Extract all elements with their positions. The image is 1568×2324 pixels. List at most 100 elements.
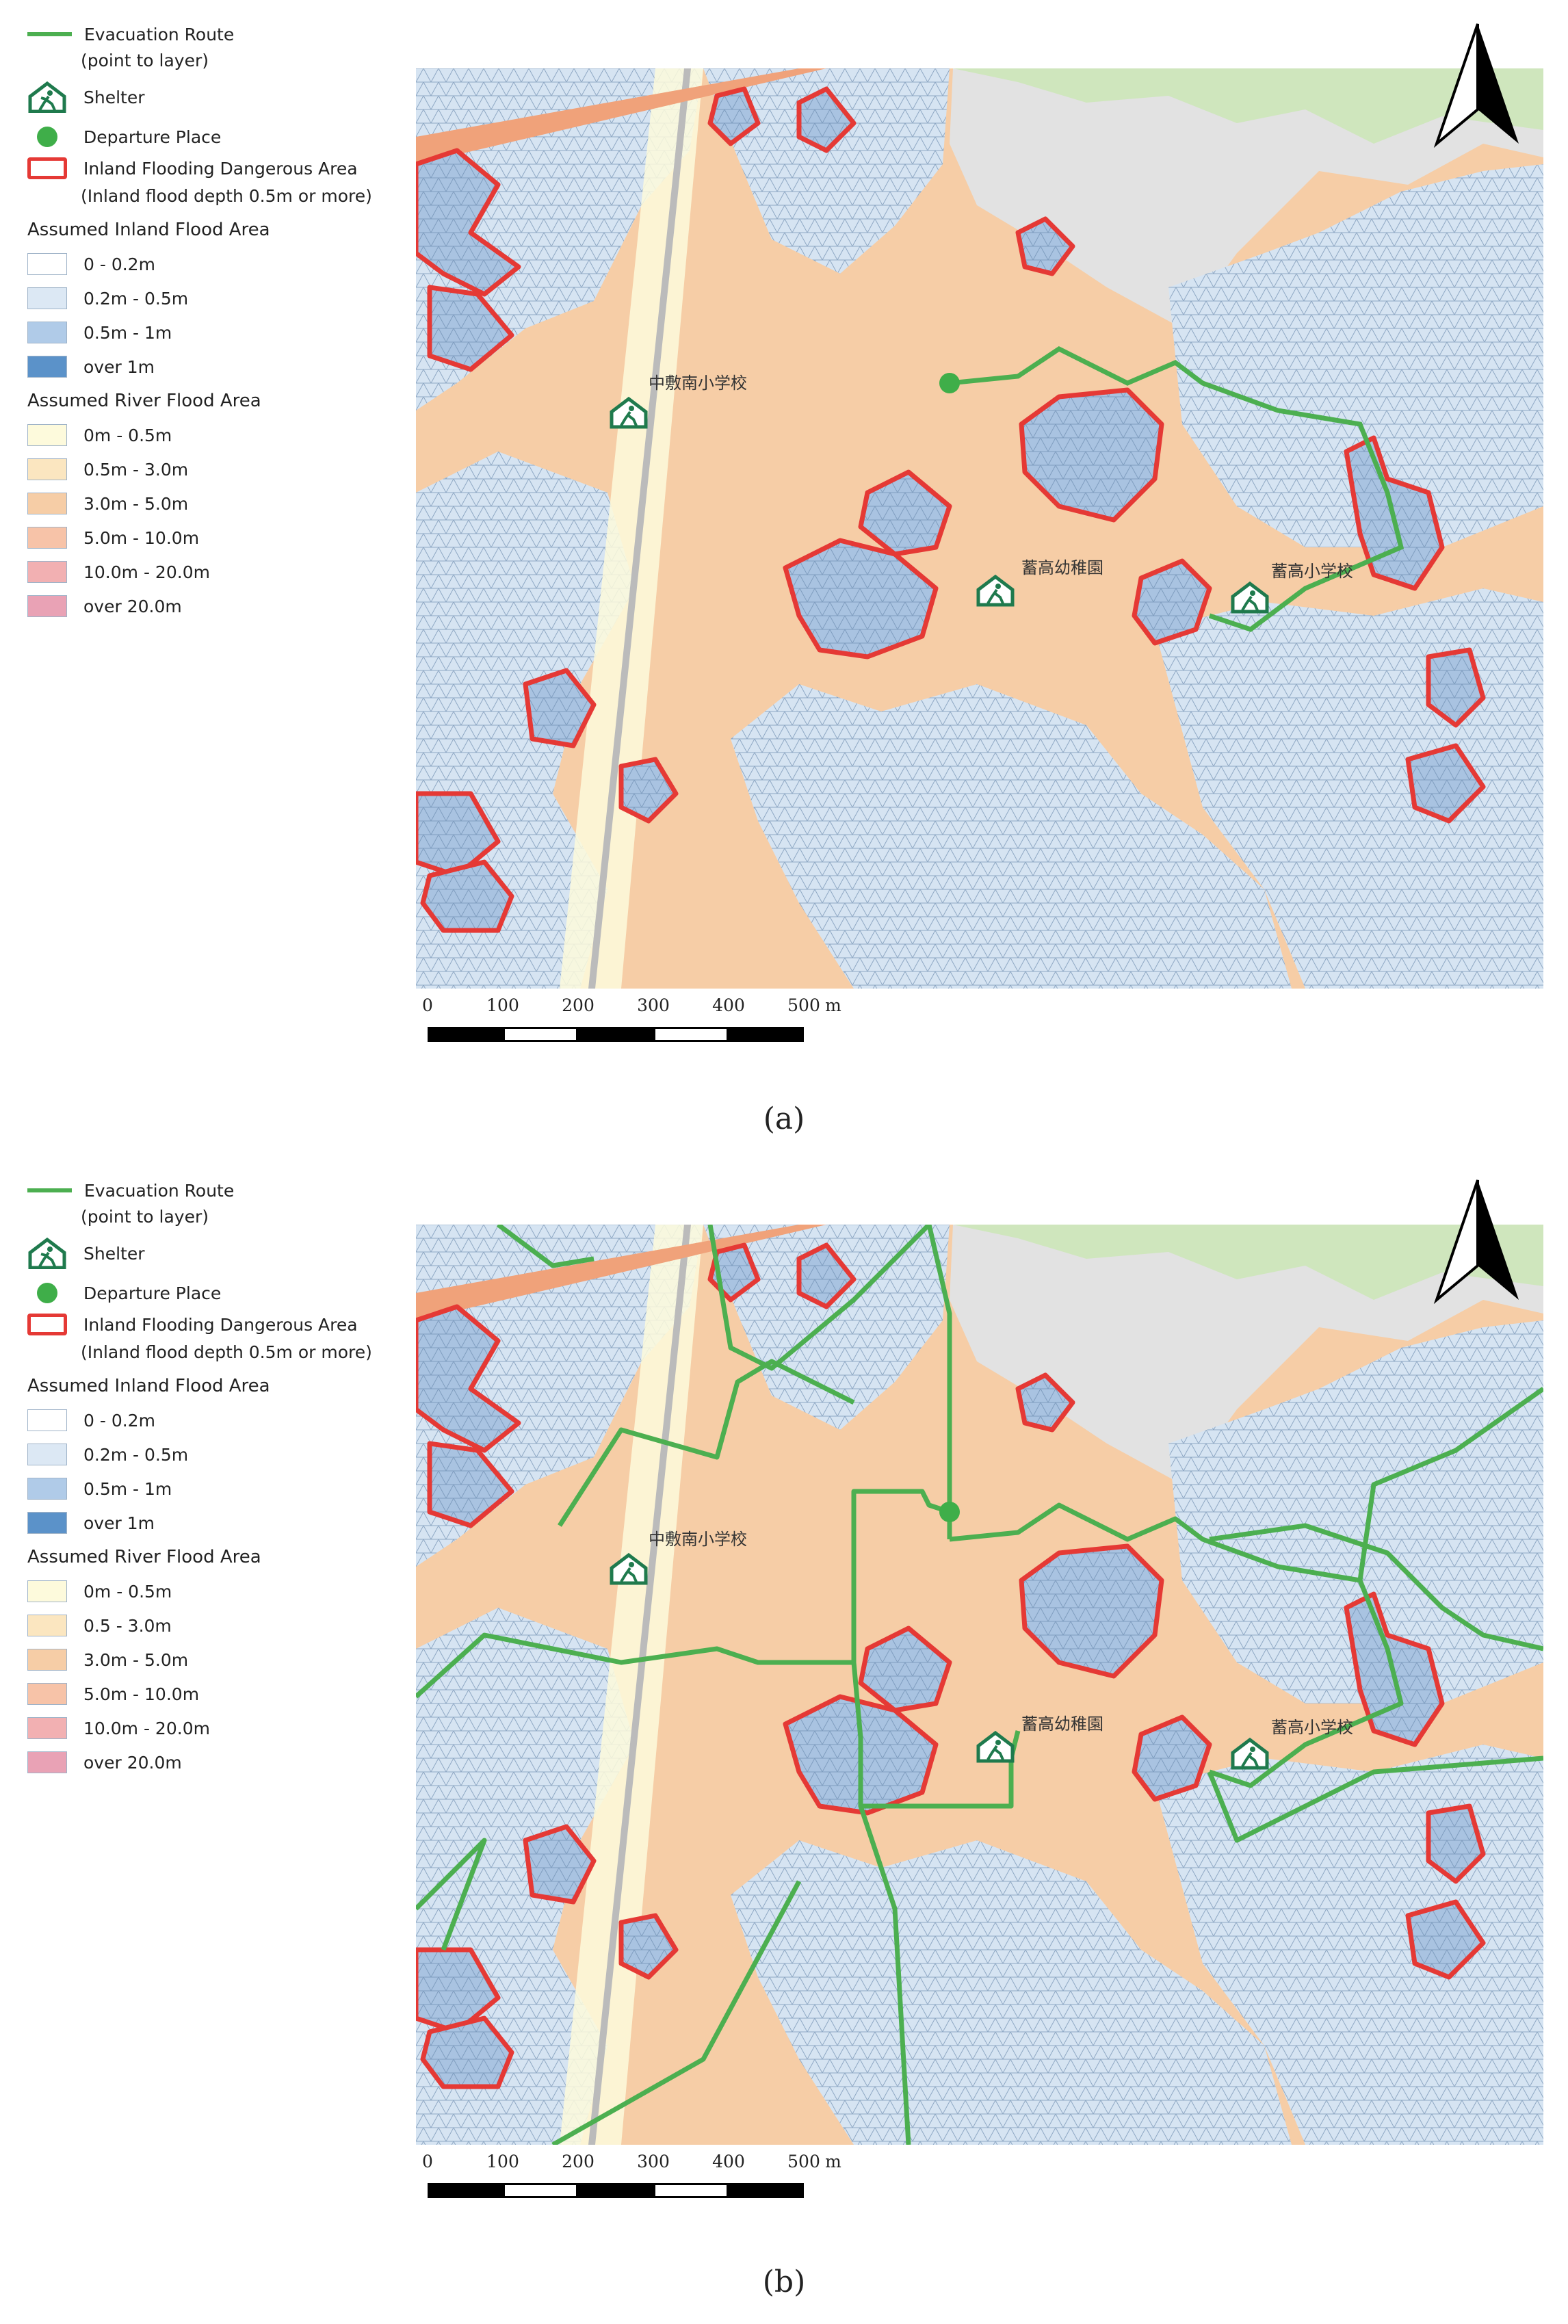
inland-mesh: [731, 684, 1292, 989]
scale-segment: [729, 1027, 804, 1042]
evacuation-routes: [416, 1225, 1543, 2145]
river-swatch-0: [27, 1580, 67, 1602]
legend-inland-header: Assumed Inland Flood Area: [27, 1376, 270, 1396]
scale-bar: 0 100 200 300 400 500 m: [410, 2152, 889, 2234]
river-label-4: 10.0m - 20.0m: [83, 562, 210, 582]
scale-segment: [428, 1027, 503, 1042]
river-swatch-5: [27, 1751, 67, 1773]
scale-tick-5: 500: [787, 2152, 820, 2171]
legend-route: Evacuation Route: [27, 1177, 234, 1204]
school-west-label: 中敷南小学校: [649, 374, 747, 393]
scale-tick-0: 0: [422, 995, 433, 1015]
river-label-4: 10.0m - 20.0m: [83, 1718, 210, 1738]
legend-inland-1: 0.2m - 0.5m: [27, 1441, 188, 1468]
route-swatch: [27, 32, 72, 36]
legend-inland-3: over 1m: [27, 353, 155, 380]
legend-departure-label: Departure Place: [83, 127, 222, 147]
legend-river-1: 0.5m - 3.0m: [27, 456, 188, 483]
legend-river-2: 3.0m - 5.0m: [27, 1646, 188, 1673]
legend-danger-sub-row: (Inland flood depth 0.5m or more): [81, 1338, 372, 1366]
river-swatch-4: [27, 1717, 67, 1739]
legend-shelter-label: Shelter: [83, 87, 145, 107]
inland-label-3: over 1m: [83, 1513, 155, 1533]
shelter-icon[interactable]: [610, 396, 648, 429]
legend-river-4: 10.0m - 20.0m: [27, 558, 210, 586]
school-east-label: 蓄高小学校: [1271, 562, 1353, 581]
legend-danger-sub: (Inland flood depth 0.5m or more): [81, 185, 372, 206]
legend-river-4: 10.0m - 20.0m: [27, 1714, 210, 1742]
kindergarten-label: 蓄高幼稚園: [1021, 558, 1103, 577]
legend-departure-label: Departure Place: [83, 1283, 222, 1303]
flood-map[interactable]: 中敷南小学校 蓄高幼稚園 蓄高小学校: [416, 68, 1543, 989]
legend-inland-header-row: Assumed Inland Flood Area: [27, 1372, 270, 1400]
inland-swatch-1: [27, 287, 67, 309]
railway-line: [588, 68, 691, 989]
legend-river-0: 0m - 0.5m: [27, 1578, 172, 1605]
scale-segment: [578, 2183, 653, 2198]
legend-river-header-row: Assumed River Flood Area: [27, 387, 261, 415]
departure-marker[interactable]: [939, 1502, 960, 1522]
legend-shelter: Shelter: [27, 1238, 145, 1269]
legend-danger-label: Inland Flooding Dangerous Area: [83, 158, 358, 179]
inland-label-0: 0 - 0.2m: [83, 1410, 155, 1431]
evacuation-route: [949, 345, 1404, 632]
river-swatch-0: [27, 424, 67, 446]
park-area: [953, 68, 1543, 144]
river-label-5: over 20.0m: [83, 1752, 182, 1773]
shelter-icon[interactable]: [1231, 1737, 1269, 1770]
shelter-icon: [28, 81, 66, 113]
shelter-icon[interactable]: [976, 574, 1015, 607]
inland-mesh: [703, 68, 950, 274]
shelter-icon[interactable]: [976, 1730, 1015, 1763]
departure-marker[interactable]: [939, 373, 960, 393]
river-label-1: 0.5 - 3.0m: [83, 1615, 172, 1636]
inland-label-3: over 1m: [83, 356, 155, 377]
legend-river-1: 0.5 - 3.0m: [27, 1612, 172, 1639]
scale-bar: 0 100 200 300 400 500 m: [410, 995, 889, 1078]
inland-mesh: [703, 1225, 950, 1430]
legend-danger-sub-row: (Inland flood depth 0.5m or more): [81, 182, 372, 209]
river-swatch-2: [27, 1649, 67, 1671]
north-arrow-icon: [1433, 1179, 1519, 1305]
scale-segment: [653, 1027, 729, 1042]
legend-river-header: Assumed River Flood Area: [27, 1547, 261, 1567]
river-label-0: 0m - 0.5m: [83, 1581, 172, 1602]
river-swatch-1: [27, 458, 67, 480]
river-label-2: 3.0m - 5.0m: [83, 493, 189, 514]
legend-inland-3: over 1m: [27, 1509, 155, 1537]
river-swatch-1: [27, 1615, 67, 1636]
shelter-icon[interactable]: [1231, 581, 1269, 614]
inland-swatch-2: [27, 322, 67, 343]
scale-segment: [578, 1027, 653, 1042]
inland-label-1: 0.2m - 0.5m: [83, 1444, 189, 1465]
scale-unit: m: [825, 995, 841, 1015]
scale-tick-4: 400: [712, 2152, 745, 2171]
scale-tick-1: 100: [486, 995, 519, 1015]
danger-areas: [416, 86, 1486, 933]
inland-swatch-3: [27, 1512, 67, 1534]
legend-route-sub: (point to layer): [81, 1206, 209, 1227]
legend-danger-sub: (Inland flood depth 0.5m or more): [81, 1342, 372, 1362]
inland-label-0: 0 - 0.2m: [83, 254, 155, 274]
departure-swatch: [37, 127, 57, 147]
legend-river-0: 0m - 0.5m: [27, 421, 172, 449]
inland-swatch-2: [27, 1478, 67, 1500]
legend-danger: Inland Flooding Dangerous Area: [27, 155, 358, 182]
inland-label-2: 0.5m - 1m: [83, 1478, 172, 1499]
legend-departure: Departure Place: [27, 123, 221, 151]
route-swatch: [27, 1188, 72, 1192]
inland-mesh: [1168, 164, 1543, 547]
scale-segment: [503, 1027, 578, 1042]
river-label-5: over 20.0m: [83, 596, 182, 616]
flood-map-svg: [416, 68, 1543, 989]
park-area: [953, 1225, 1543, 1300]
shelter-icon[interactable]: [610, 1552, 648, 1585]
legend-shelter-label: Shelter: [83, 1243, 145, 1264]
river-swatch-4: [27, 561, 67, 583]
caption-a: (a): [763, 1101, 805, 1136]
river-swatch-2: [27, 493, 67, 514]
legend-danger: Inland Flooding Dangerous Area: [27, 1311, 358, 1338]
legend-river-3: 5.0m - 10.0m: [27, 524, 199, 551]
flood-map[interactable]: 中敷南小学校 蓄高幼稚園 蓄高小学校: [416, 1225, 1543, 2145]
legend-route-sub-row: (point to layer): [81, 1203, 209, 1230]
